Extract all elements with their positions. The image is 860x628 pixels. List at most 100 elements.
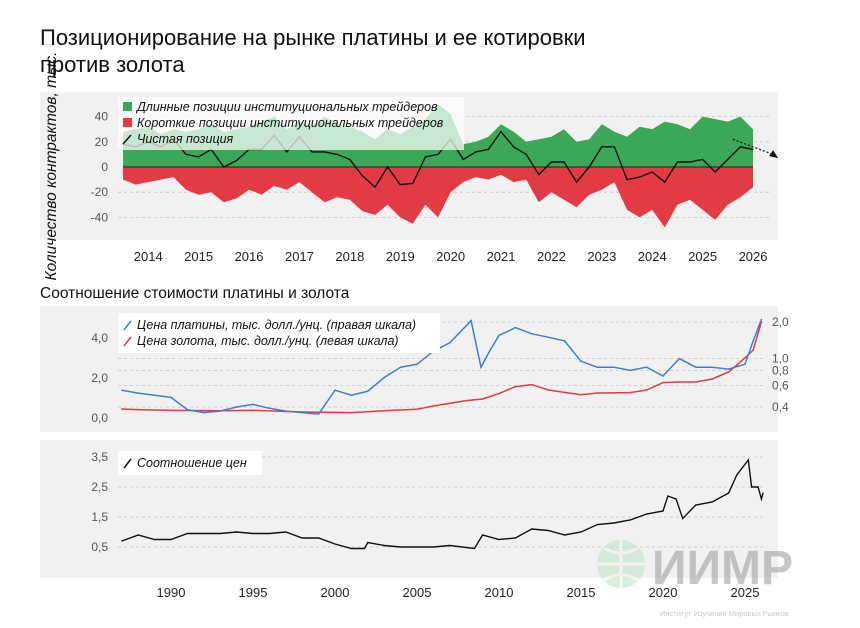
x-tick-label: 2017 <box>285 249 314 264</box>
price-ratio-point <box>564 534 566 536</box>
x-tick-label: 2010 <box>485 585 514 600</box>
platinum-price-point <box>203 411 205 414</box>
price-ratio-point <box>350 547 352 550</box>
price-ratio-point <box>757 486 759 488</box>
prices-legend: Цена платины, тыс. долл./унц. (правая шк… <box>118 313 440 353</box>
price-ratio-point <box>367 541 369 544</box>
price-ratio-point <box>646 513 648 515</box>
price-ratio-point <box>531 528 533 530</box>
x-tick-label: 2015 <box>567 585 596 600</box>
gold-price-point <box>514 385 517 388</box>
platinum-price-point <box>662 375 664 377</box>
price-ratio-point <box>363 547 366 550</box>
chart-title-line-2: против золота <box>40 52 185 77</box>
price-ratio-point <box>137 534 139 536</box>
platinum-price-point <box>727 368 730 370</box>
chart-title-line-1: Позиционирование на рынке платины и ее к… <box>40 25 586 50</box>
x-tick-label: 2020 <box>436 249 465 264</box>
platinum-price-point <box>629 369 631 372</box>
net-position-point <box>336 153 338 155</box>
prices-marks <box>121 318 763 415</box>
watermark-logo: ИИМР <box>652 542 793 595</box>
net-position-point <box>752 148 754 150</box>
positions-ylabel-text: Количество контрактов, тыс. <box>43 52 60 281</box>
platinum-price-point <box>744 363 746 365</box>
price-ratio-point <box>667 495 669 497</box>
price-ratio-point <box>580 531 582 533</box>
prices-yticks: 2,0 1,00,8 0,6 0,4 4,0 2,0 0,0 <box>91 315 789 425</box>
gold-price-point <box>695 381 697 383</box>
net-position-point <box>639 176 641 178</box>
platinum-price-point <box>760 318 763 321</box>
net-position-point <box>487 148 490 150</box>
platinum-price-point <box>470 320 472 322</box>
gold-price-point <box>629 391 631 394</box>
price-ratio-point <box>121 540 123 542</box>
net-position-point <box>563 161 565 163</box>
price-ratio-point <box>170 538 172 541</box>
platinum-price-point <box>252 403 254 406</box>
price-ratio-point <box>334 543 336 545</box>
right-y-tick-label: 2,0 <box>772 315 789 329</box>
legend-swatch-net <box>122 134 132 145</box>
platinum-price-point <box>121 389 123 391</box>
net-position-point <box>311 151 313 153</box>
platinum-price-point <box>498 334 500 337</box>
price-ratio-point <box>219 532 221 535</box>
globe-logo-icon <box>597 540 645 588</box>
x-tick-label: 2025 <box>688 249 717 264</box>
platinum-price-point <box>449 342 451 344</box>
platinum-price-point <box>268 407 271 410</box>
platinum-price-point <box>678 357 681 360</box>
price-ratio-point <box>236 531 238 533</box>
gold-price-point <box>711 378 713 380</box>
net-position-point <box>576 181 578 183</box>
gold-price-point <box>383 410 385 412</box>
y-tick-label: 40 <box>95 110 109 124</box>
gold-price-point <box>645 389 648 391</box>
platinum-price-point <box>547 336 549 338</box>
forecast-arrow-line <box>732 138 774 155</box>
gold-price-point <box>137 408 139 411</box>
watermark: ИИМР Институт Изучения Мировых Рынков <box>597 540 793 618</box>
net-position-point <box>626 179 628 181</box>
net-position-point <box>538 173 540 176</box>
legend-swatch-platinum <box>123 320 132 331</box>
legend-swatch-long <box>123 102 132 111</box>
net-position-point <box>185 153 187 155</box>
positions-xticks: 2014 2015 2016 2017 2018 2019 2020 2021 2022 2023… <box>134 249 768 264</box>
net-position-point <box>702 158 704 161</box>
platinum-price-point <box>383 376 385 379</box>
price-ratio-point <box>285 531 287 533</box>
gold-price-point <box>481 398 484 400</box>
x-tick-label: 2024 <box>638 249 667 264</box>
legend-box <box>118 451 262 475</box>
y-tick-label: 20 <box>95 135 109 149</box>
x-tick-label: 2020 <box>649 585 678 600</box>
gold-price-point <box>432 405 435 407</box>
net-position-point <box>601 146 603 148</box>
legend-label-net: Чистая позиция <box>137 132 234 146</box>
net-position-point <box>462 158 464 161</box>
y-tick-label: -20 <box>91 185 109 199</box>
net-position-point <box>324 151 326 153</box>
price-ratio-point <box>301 537 303 539</box>
x-tick-label: 2005 <box>403 585 432 600</box>
net-position-point <box>475 151 477 153</box>
ratio-legend: Соотношение цен <box>118 451 262 475</box>
price-ratio-point <box>482 534 484 536</box>
gold-price-point <box>170 409 172 412</box>
right-y-tick-label: 0,4 <box>772 400 789 414</box>
platinum-price-point <box>416 363 418 365</box>
price-ratio-point <box>154 538 156 541</box>
net-position-point <box>374 186 376 188</box>
price-ratio-point <box>318 537 320 539</box>
x-tick-label: 2000 <box>321 585 350 600</box>
platinum-price-point <box>752 340 754 342</box>
platinum-price-point <box>596 366 599 368</box>
platinum-price-point <box>480 366 482 368</box>
price-ratio-point <box>449 544 451 547</box>
price-ratio-point <box>416 546 418 548</box>
net-position-point <box>437 153 439 155</box>
